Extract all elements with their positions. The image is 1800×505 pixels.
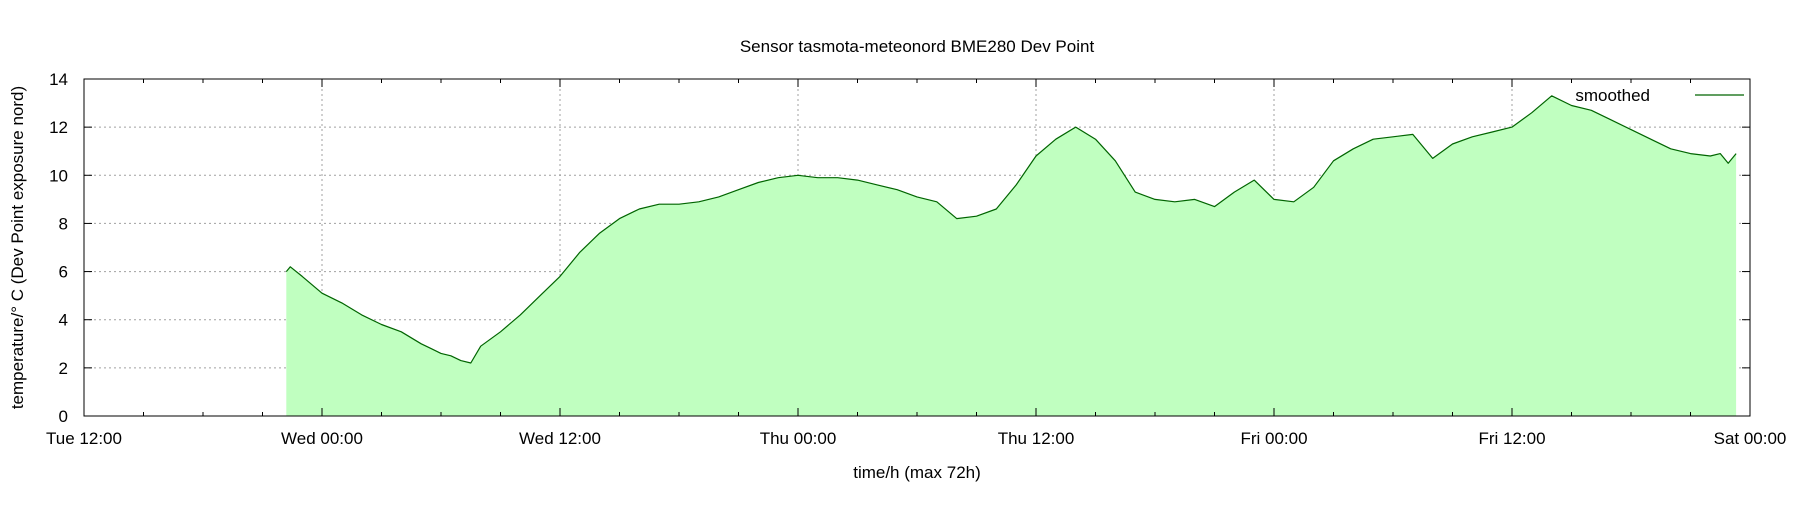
x-tick-label: Sat 00:00 (1714, 429, 1787, 448)
x-axis-label: time/h (max 72h) (853, 463, 981, 482)
y-tick-label: 12 (49, 118, 68, 137)
series-line-smoothed (285, 95, 1737, 364)
y-tick-label: 10 (49, 166, 68, 185)
x-tick-label: Wed 00:00 (281, 429, 363, 448)
y-tick-label: 0 (59, 407, 68, 426)
series-area-smoothed (286, 95, 1737, 417)
x-tick-label: Wed 12:00 (519, 429, 601, 448)
series-layer (285, 95, 1737, 417)
chart-title: Sensor tasmota-meteonord BME280 Dev Poin… (740, 37, 1095, 56)
x-tick-label: Thu 00:00 (760, 429, 837, 448)
y-tick-label: 14 (49, 70, 68, 89)
x-tick-label: Thu 12:00 (998, 429, 1075, 448)
y-axis-label: temperature/° C (Dev Point exposure nord… (8, 86, 27, 409)
x-tick-label: Fri 12:00 (1478, 429, 1545, 448)
y-tick-label: 4 (59, 311, 68, 330)
legend-label-smoothed: smoothed (1575, 86, 1650, 105)
y-tick-label: 2 (59, 359, 68, 378)
legend: smoothed (1575, 86, 1744, 105)
y-tick-label: 8 (59, 214, 68, 233)
x-tick-label: Fri 00:00 (1240, 429, 1307, 448)
x-tick-label: Tue 12:00 (46, 429, 122, 448)
y-tick-label: 6 (59, 263, 68, 282)
axis-ticks: 0 2 4 6 8 10 12 14 Tue 12:00 Wed 00:00 Wed 12:00 Th… (46, 70, 1786, 448)
